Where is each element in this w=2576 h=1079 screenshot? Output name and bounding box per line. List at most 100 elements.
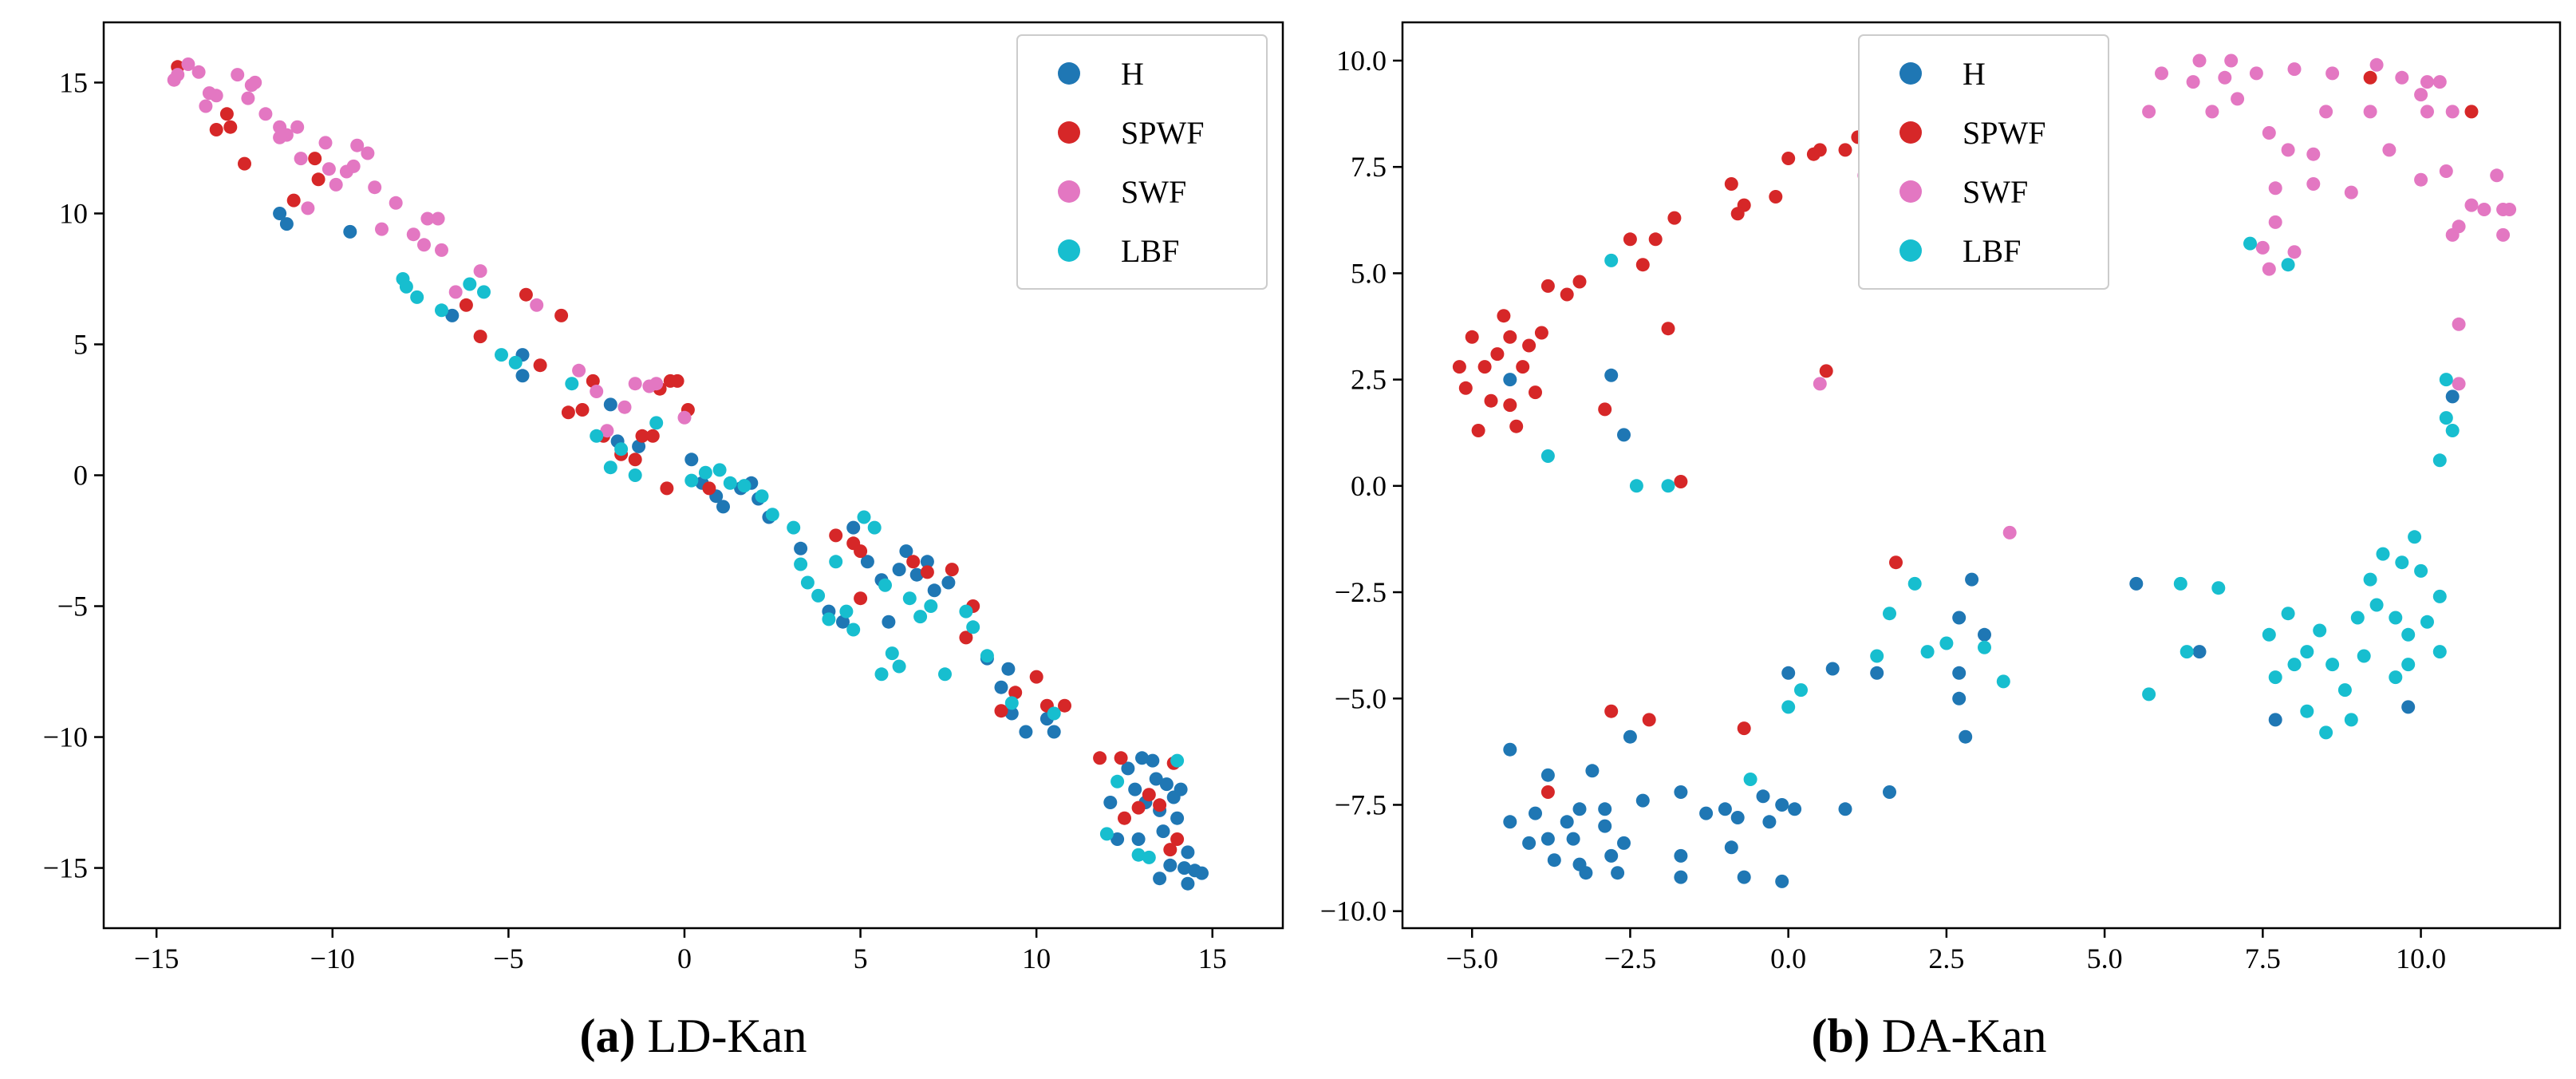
- point-swf: [2249, 66, 2263, 81]
- point-swf: [322, 162, 336, 176]
- legend-label-spwf: SPWF: [1121, 115, 1205, 151]
- point-spwf: [1540, 279, 1555, 293]
- scatter-points-da-kan: [1452, 53, 2517, 888]
- point-lbf: [2350, 611, 2365, 625]
- point-h: [909, 567, 924, 582]
- point-swf: [628, 377, 642, 391]
- point-swf: [199, 99, 213, 113]
- point-h: [1019, 725, 1033, 739]
- point-h: [1674, 785, 1688, 799]
- point-spwf: [223, 120, 238, 134]
- point-swf: [2420, 105, 2434, 119]
- x-tick-label: 15: [1198, 943, 1227, 974]
- legend-marker-lbf: [1899, 239, 1922, 262]
- scatter-points-ld-kan: [167, 57, 1209, 891]
- point-h: [2129, 576, 2144, 591]
- point-swf: [248, 75, 262, 89]
- point-spwf: [1635, 258, 1650, 272]
- point-spwf: [1093, 751, 1107, 765]
- point-spwf: [1648, 232, 1663, 247]
- point-lbf: [839, 604, 854, 619]
- point-spwf: [554, 308, 569, 322]
- point-h: [1540, 832, 1555, 846]
- point-lbf: [2326, 658, 2340, 672]
- point-h: [1617, 836, 1631, 850]
- point-lbf: [2401, 627, 2416, 642]
- x-tick-label: −10: [310, 943, 355, 974]
- point-h: [1883, 785, 1896, 799]
- point-lbf: [874, 667, 889, 682]
- point-swf: [241, 91, 255, 105]
- point-lbf: [1142, 850, 1156, 864]
- y-tick-label: −10.0: [1320, 895, 1387, 927]
- plot-frame-da-kan: [1401, 21, 2562, 930]
- point-lbf: [2439, 373, 2453, 387]
- point-spwf: [635, 429, 649, 443]
- point-lbf: [628, 468, 642, 482]
- point-h: [1174, 782, 1188, 796]
- point-h: [1001, 662, 1016, 676]
- point-spwf: [660, 481, 674, 496]
- point-swf: [2268, 181, 2282, 196]
- point-swf: [2420, 75, 2434, 89]
- point-h: [1611, 866, 1625, 880]
- point-spwf: [1490, 347, 1505, 362]
- point-swf: [2432, 75, 2447, 89]
- point-swf: [273, 130, 287, 144]
- point-h: [794, 541, 808, 555]
- point-lbf: [2281, 258, 2295, 272]
- point-lbf: [1870, 649, 1884, 663]
- point-spwf: [1529, 385, 1542, 400]
- point-lbf: [2414, 563, 2428, 578]
- point-h: [1522, 836, 1537, 850]
- point-swf: [2281, 143, 2295, 157]
- point-swf: [2382, 143, 2397, 157]
- point-spwf: [1838, 143, 1852, 157]
- point-swf: [2319, 105, 2333, 119]
- y-tick-label: 0.0: [1351, 470, 1387, 502]
- point-lbf: [1907, 576, 1922, 591]
- point-lbf: [800, 575, 815, 590]
- point-h: [1730, 811, 1745, 824]
- legend-marker-h: [1899, 62, 1922, 85]
- point-h: [1566, 832, 1580, 846]
- point-h: [632, 439, 646, 453]
- point-h: [1170, 811, 1185, 825]
- point-lbf: [2445, 424, 2460, 437]
- point-swf: [2268, 215, 2282, 229]
- point-spwf: [906, 555, 921, 569]
- point-lbf: [2337, 683, 2352, 698]
- point-lbf: [2268, 670, 2282, 685]
- legend-label-swf: SWF: [1963, 174, 2028, 210]
- point-h: [1737, 870, 1751, 884]
- point-swf: [2464, 198, 2479, 212]
- point-h: [1604, 848, 1619, 863]
- point-spwf: [1540, 785, 1555, 799]
- legend-marker-h: [1058, 62, 1080, 85]
- point-lbf: [2369, 598, 2384, 612]
- point-spwf: [829, 528, 843, 543]
- point-h: [1178, 861, 1191, 875]
- y-tick-label: 5.0: [1351, 257, 1387, 289]
- point-swf: [301, 201, 315, 215]
- point-lbf: [2432, 645, 2447, 659]
- point-h: [1718, 802, 1732, 816]
- point-h: [1585, 764, 1600, 778]
- point-lbf: [2344, 713, 2358, 727]
- point-spwf: [1131, 800, 1146, 815]
- point-h: [445, 308, 460, 322]
- point-spwf: [1642, 713, 1656, 727]
- point-swf: [649, 377, 664, 391]
- x-tick-label: −5: [493, 943, 523, 974]
- point-swf: [2306, 147, 2321, 161]
- point-lbf: [2180, 645, 2194, 659]
- point-swf: [2369, 57, 2384, 72]
- point-h: [684, 453, 699, 467]
- point-lbf: [2243, 236, 2257, 251]
- point-spwf: [1153, 798, 1167, 812]
- point-lbf: [435, 303, 448, 318]
- point-h: [1110, 832, 1125, 846]
- point-swf: [329, 177, 343, 192]
- point-h: [1699, 806, 1714, 820]
- point-lbf: [1099, 827, 1114, 841]
